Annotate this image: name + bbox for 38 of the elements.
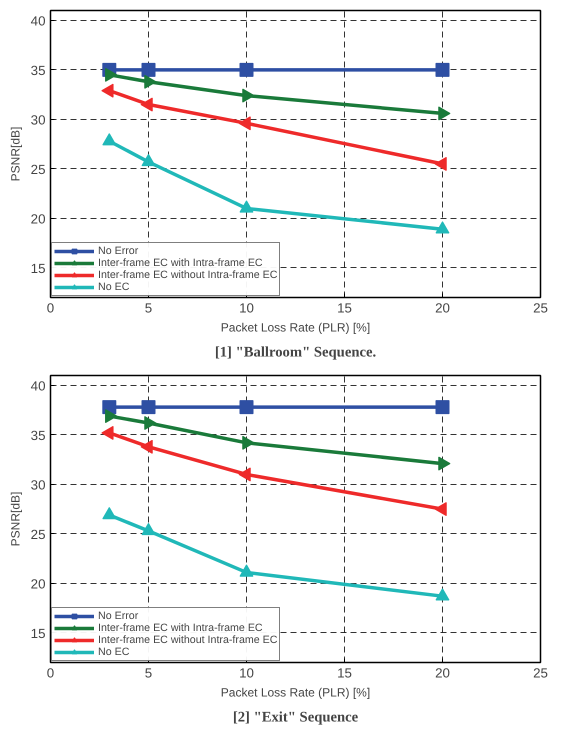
x-tick-label: 5	[144, 300, 152, 316]
y-tick-label: 35	[30, 428, 46, 443]
legend-label: Inter-frame EC with Intra-frame EC	[98, 257, 263, 269]
text: [1] "Ballroom" Sequence.	[214, 344, 377, 360]
legend-label: No EC	[98, 281, 130, 293]
y-tick-label: 35	[30, 62, 46, 78]
x-axis-title: Packet Loss Rate (PLR) [%]	[220, 686, 370, 700]
x-tick-label: 25	[533, 300, 548, 316]
x-tick-label: 10	[239, 300, 254, 316]
y-axis-title: PSNR[dB]	[8, 492, 23, 546]
y-tick-label: 15	[30, 626, 46, 641]
y-tick-label: 40	[30, 13, 46, 28]
x-tick-label: 20	[435, 666, 450, 680]
text: [2] "Exit" Sequence	[232, 710, 359, 726]
x-tick-label: 15	[337, 666, 352, 680]
y-tick-label: 40	[30, 378, 46, 394]
x-tick-label: 20	[435, 300, 450, 316]
x-tick-label: 0	[46, 666, 54, 680]
y-axis-title: PSNR[dB]	[8, 126, 23, 182]
x-tick-label: 25	[533, 666, 548, 680]
x-tick-label: 15	[337, 300, 352, 316]
legend-label: No Error	[98, 610, 138, 622]
legend-label: Inter-frame EC without Intra-frame EC	[98, 634, 278, 646]
legend-label: Inter-frame EC with Intra-frame EC	[98, 622, 263, 634]
y-tick-label: 30	[30, 112, 46, 128]
y-tick-label: 25	[30, 162, 46, 177]
legend-label: No EC	[98, 646, 130, 658]
x-axis-title: Packet Loss Rate (PLR) [%]	[220, 320, 370, 334]
legend-label: No Error	[98, 245, 138, 257]
x-tick-label: 10	[239, 666, 254, 680]
y-tick-label: 20	[30, 576, 46, 592]
x-tick-label: 5	[144, 666, 152, 680]
legend-label: Inter-frame EC without Intra-frame EC	[98, 269, 278, 281]
y-tick-label: 20	[30, 211, 46, 226]
y-tick-label: 15	[30, 260, 46, 276]
x-tick-label: 0	[46, 300, 54, 316]
y-tick-label: 25	[30, 526, 46, 542]
y-tick-label: 30	[30, 477, 46, 492]
